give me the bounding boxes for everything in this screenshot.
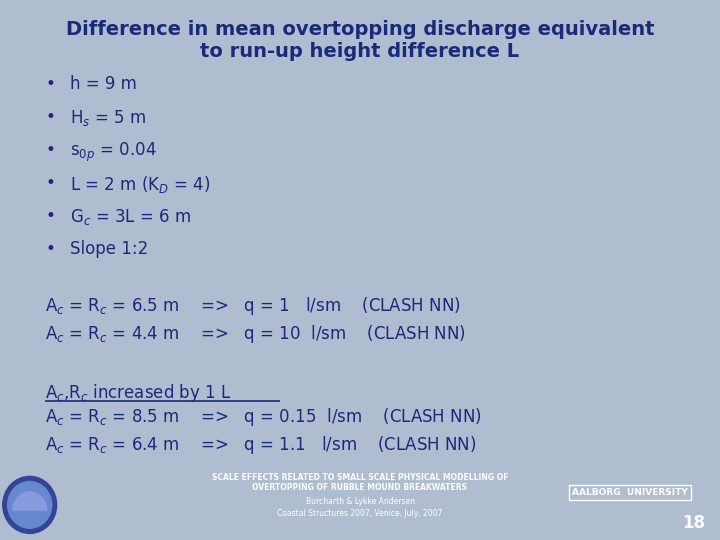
Text: •: • [45,141,55,159]
Text: •: • [45,75,55,93]
Wedge shape [12,492,47,510]
Text: A$_c$ = R$_c$ = 4.4 m    =>   q = 10  l/sm    (CLASH NN): A$_c$ = R$_c$ = 4.4 m => q = 10 l/sm (CL… [45,323,466,345]
Text: Coastal Structures 2007, Venice, July, 2007: Coastal Structures 2007, Venice, July, 2… [277,509,443,518]
Text: to run-up height difference L: to run-up height difference L [200,42,520,61]
Text: •: • [45,240,55,258]
Text: AALBORG  UNIVERSITY: AALBORG UNIVERSITY [572,488,688,497]
Text: Difference in mean overtopping discharge equivalent: Difference in mean overtopping discharge… [66,20,654,39]
Text: 18: 18 [682,514,705,532]
Text: OVERTOPPING OF RUBBLE MOUND BREAKWATERS: OVERTOPPING OF RUBBLE MOUND BREAKWATERS [253,483,467,492]
Text: Burcharth & Lykke Andersen: Burcharth & Lykke Andersen [305,497,415,506]
Text: •: • [45,207,55,225]
Text: A$_c$ = R$_c$ = 8.5 m    =>   q = 0.15  l/sm    (CLASH NN): A$_c$ = R$_c$ = 8.5 m => q = 0.15 l/sm (… [45,406,482,428]
Text: L = 2 m (K$_D$ = 4): L = 2 m (K$_D$ = 4) [70,174,210,195]
Text: h = 9 m: h = 9 m [70,75,137,93]
Text: A$_c$ = R$_c$ = 6.5 m    =>   q = 1   l/sm    (CLASH NN): A$_c$ = R$_c$ = 6.5 m => q = 1 l/sm (CLA… [45,295,461,317]
Text: SCALE EFFECTS RELATED TO SMALL SCALE PHYSICAL MODELLING OF: SCALE EFFECTS RELATED TO SMALL SCALE PHY… [212,473,508,482]
Text: G$_c$ = 3L = 6 m: G$_c$ = 3L = 6 m [70,207,191,227]
Text: A$_c$,R$_c$ increased by 1 L: A$_c$,R$_c$ increased by 1 L [45,382,232,404]
Text: Slope 1:2: Slope 1:2 [70,240,148,258]
Text: H$_s$ = 5 m: H$_s$ = 5 m [70,108,146,128]
Text: •: • [45,174,55,192]
Text: s$_{0p}$ = 0.04: s$_{0p}$ = 0.04 [70,141,157,164]
Text: A$_c$ = R$_c$ = 6.4 m    =>   q = 1.1   l/sm    (CLASH NN): A$_c$ = R$_c$ = 6.4 m => q = 1.1 l/sm (C… [45,434,477,456]
Text: •: • [45,108,55,126]
Circle shape [8,482,52,528]
Circle shape [3,476,57,534]
